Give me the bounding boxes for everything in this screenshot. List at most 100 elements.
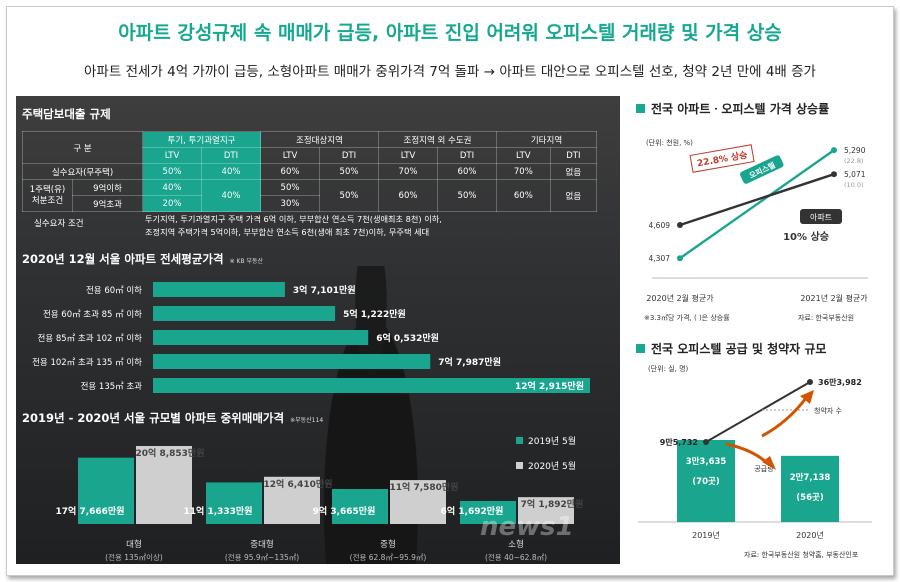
median-bar [332, 489, 388, 524]
jeonse-bar [153, 378, 590, 393]
legend-swatch [516, 462, 523, 469]
jeonse-bar [153, 306, 336, 321]
median-value-label: 6억 1,692만원 [441, 505, 504, 517]
supply-series-label: 공급량 [754, 465, 774, 473]
sub-header: LTV [142, 147, 202, 164]
jeonse-title-text: 2020년 12월 서울 아파트 전세평균가격 [22, 252, 224, 266]
sub-header: DTI [319, 147, 379, 164]
median-title-text: 2019년 - 2020년 서울 규모별 아파트 중위매매가격 [22, 411, 285, 425]
table-cell: 없음 [549, 179, 598, 212]
condition-line: 조정지역 주택가격 5억이하, 부부합산 연소득 6천(생애 최초 7천)이하,… [145, 227, 430, 237]
row-label-part: 처분조건 [31, 195, 64, 206]
median-bar [78, 457, 134, 524]
median-bar [136, 446, 192, 524]
median-value-label: 11억 1,333만원 [184, 505, 253, 517]
supply-chart-title-text: 전국 오피스텔 공급 및 청약자 규모 [651, 342, 827, 356]
news1-watermark: news1 [480, 512, 574, 542]
legend-label: 2019년 5월 [528, 437, 577, 447]
series-tag-bg [800, 209, 842, 224]
median-category-label: 대형 [126, 540, 142, 550]
table-cell: 60% [378, 179, 438, 212]
median-category-note: (전용 135㎡이상) [105, 552, 163, 562]
median-title: 2019년 - 2020년 서울 규모별 아파트 중위매매가격 ※부동산114 [22, 410, 323, 426]
table-cell: 60% [437, 163, 497, 180]
median-value-label: 12억 6,410만원 [264, 478, 333, 490]
median-value-label: 11억 7,580만원 [390, 481, 459, 493]
rate-label: (22.8) [844, 157, 864, 165]
median-value-label: 17억 7,666만원 [56, 505, 125, 517]
down-arrow-head-icon [762, 456, 776, 470]
legend-label: 2020년 5월 [528, 462, 577, 472]
supply-chart-title: 전국 오피스텔 공급 및 청약자 규모 [636, 340, 826, 357]
group-header-0: 투기, 투기과열지구 [142, 131, 261, 148]
sub-header: LTV [496, 147, 551, 164]
median-category-note: (전용 62.8㎡~95.9㎡) [350, 552, 427, 562]
table-cell: 40% [142, 179, 202, 196]
row-sublabel: 9억이하 [72, 179, 143, 196]
table-cell: 50% [437, 179, 497, 212]
table-cell: 50% [260, 179, 320, 196]
median-category-note: (전용 95.9㎡~135㎡) [225, 552, 299, 562]
median-category-label: 중형 [380, 540, 396, 550]
data-value-label: 5,071 [844, 170, 866, 179]
price-chart-note: ※3.3㎡당 가격, ( )은 상승률 [644, 314, 730, 322]
applicants-value-label: 36만3,982 [818, 377, 862, 387]
supply-value-label: 3만3,635 [686, 456, 727, 467]
bar-value-label: 6억 0,532만원 [376, 332, 439, 344]
jeonse-bar [153, 282, 285, 297]
series-tag-bg [740, 155, 784, 184]
jeonse-source: ※ KB 부동산 [229, 258, 264, 265]
legend-item-2019: 2019년 5월 [516, 434, 576, 447]
data-point [807, 379, 813, 385]
page-subtitle: 아파트 전세가 4억 가까이 급등, 소형아파트 매매가 중위가격 7억 돌파 … [84, 64, 816, 80]
table-cell: 50% [142, 163, 202, 180]
data-point [831, 147, 837, 154]
supply-bar [677, 440, 735, 522]
supply-count-label: (56곳) [796, 493, 824, 503]
bar-category-label: 전용 60㎡ 초과 85 ㎡ 이하 [43, 309, 142, 320]
median-bar [206, 482, 262, 524]
group-header-2: 조정지역 외 수도권 [378, 131, 497, 148]
row-label-part: 1주택(유) [29, 184, 66, 195]
price-line-chart: 2020년 2월 평균가 2021년 2월 평균가 4,307 5,290 4,609 5… [646, 144, 868, 303]
condition-line: 투기지역, 투기과열지구 주택 가격 6억 이하, 부부합산 연소득 7천(생애… [145, 214, 442, 224]
table-cell: 50% [319, 179, 379, 212]
data-point [677, 255, 683, 262]
sub-header: LTV [378, 147, 438, 164]
data-value-label: 4,609 [649, 221, 671, 230]
bar-value-label: 3억 7,101만원 [293, 284, 356, 296]
header: 아파트 강성규제 속 매매가 급등, 아파트 진입 어려워 오피스텔 거래량 및… [16, 12, 884, 94]
x-tick-label: 2020년 [796, 530, 824, 540]
median-value-label: 7억 1,892만원 [521, 498, 584, 510]
row-label: 1주택(유) 처분조건 [22, 179, 73, 212]
bar-category-label: 전용 102㎡ 초과 135 ㎡ 이하 [32, 357, 142, 368]
x-tick-label: 2021년 2월 평균가 [800, 293, 868, 303]
supply-combo-chart: 3만3,635 (70곳) 2019년 2만7,138 (56곳) 2020년 9만5,73… [638, 377, 872, 540]
bar-category-label: 전용 85㎡ 초과 102 ㎡ 이하 [38, 333, 143, 344]
price-chart-source: 자료: 한국부동산원 [798, 314, 855, 322]
data-value-label: 4,307 [649, 254, 671, 263]
sub-header: DTI [549, 147, 598, 164]
median-value-label: 20억 8,853만원 [136, 447, 205, 459]
up-arrow-head-icon [800, 390, 814, 404]
page-title: 아파트 강성규제 속 매매가 급등, 아파트 진입 어려워 오피스텔 거래량 및… [118, 22, 782, 44]
supply-chart-source: 자료: 한국부동산원 청약홈, 부동산인포 [744, 551, 859, 559]
bar-category-label: 전용 60㎡ 이하 [86, 285, 142, 296]
median-category-note: (전용 40~62.8㎡) [485, 552, 547, 562]
table-cell: 40% [201, 163, 261, 180]
row-sublabel: 9억초과 [72, 195, 143, 212]
loan-regulation-table: 구 분 투기, 투기과열지구 조정대상지역 조정지역 외 수도권 기타지역 LT… [22, 131, 598, 212]
supply-value-label: 2만7,138 [790, 472, 831, 483]
bar-value-label: 5억 1,222만원 [343, 308, 406, 320]
median-bar [460, 500, 516, 524]
table-cell: 20% [142, 195, 202, 212]
data-point [831, 171, 837, 178]
table-cell: 70% [378, 163, 438, 180]
x-tick-label: 2020년 2월 평균가 [646, 293, 714, 303]
series-line [679, 149, 835, 260]
rate-label: (10.0) [844, 181, 864, 189]
median-source: ※부동산114 [290, 417, 324, 424]
title-marker [636, 104, 645, 113]
sub-header: DTI [437, 147, 497, 164]
